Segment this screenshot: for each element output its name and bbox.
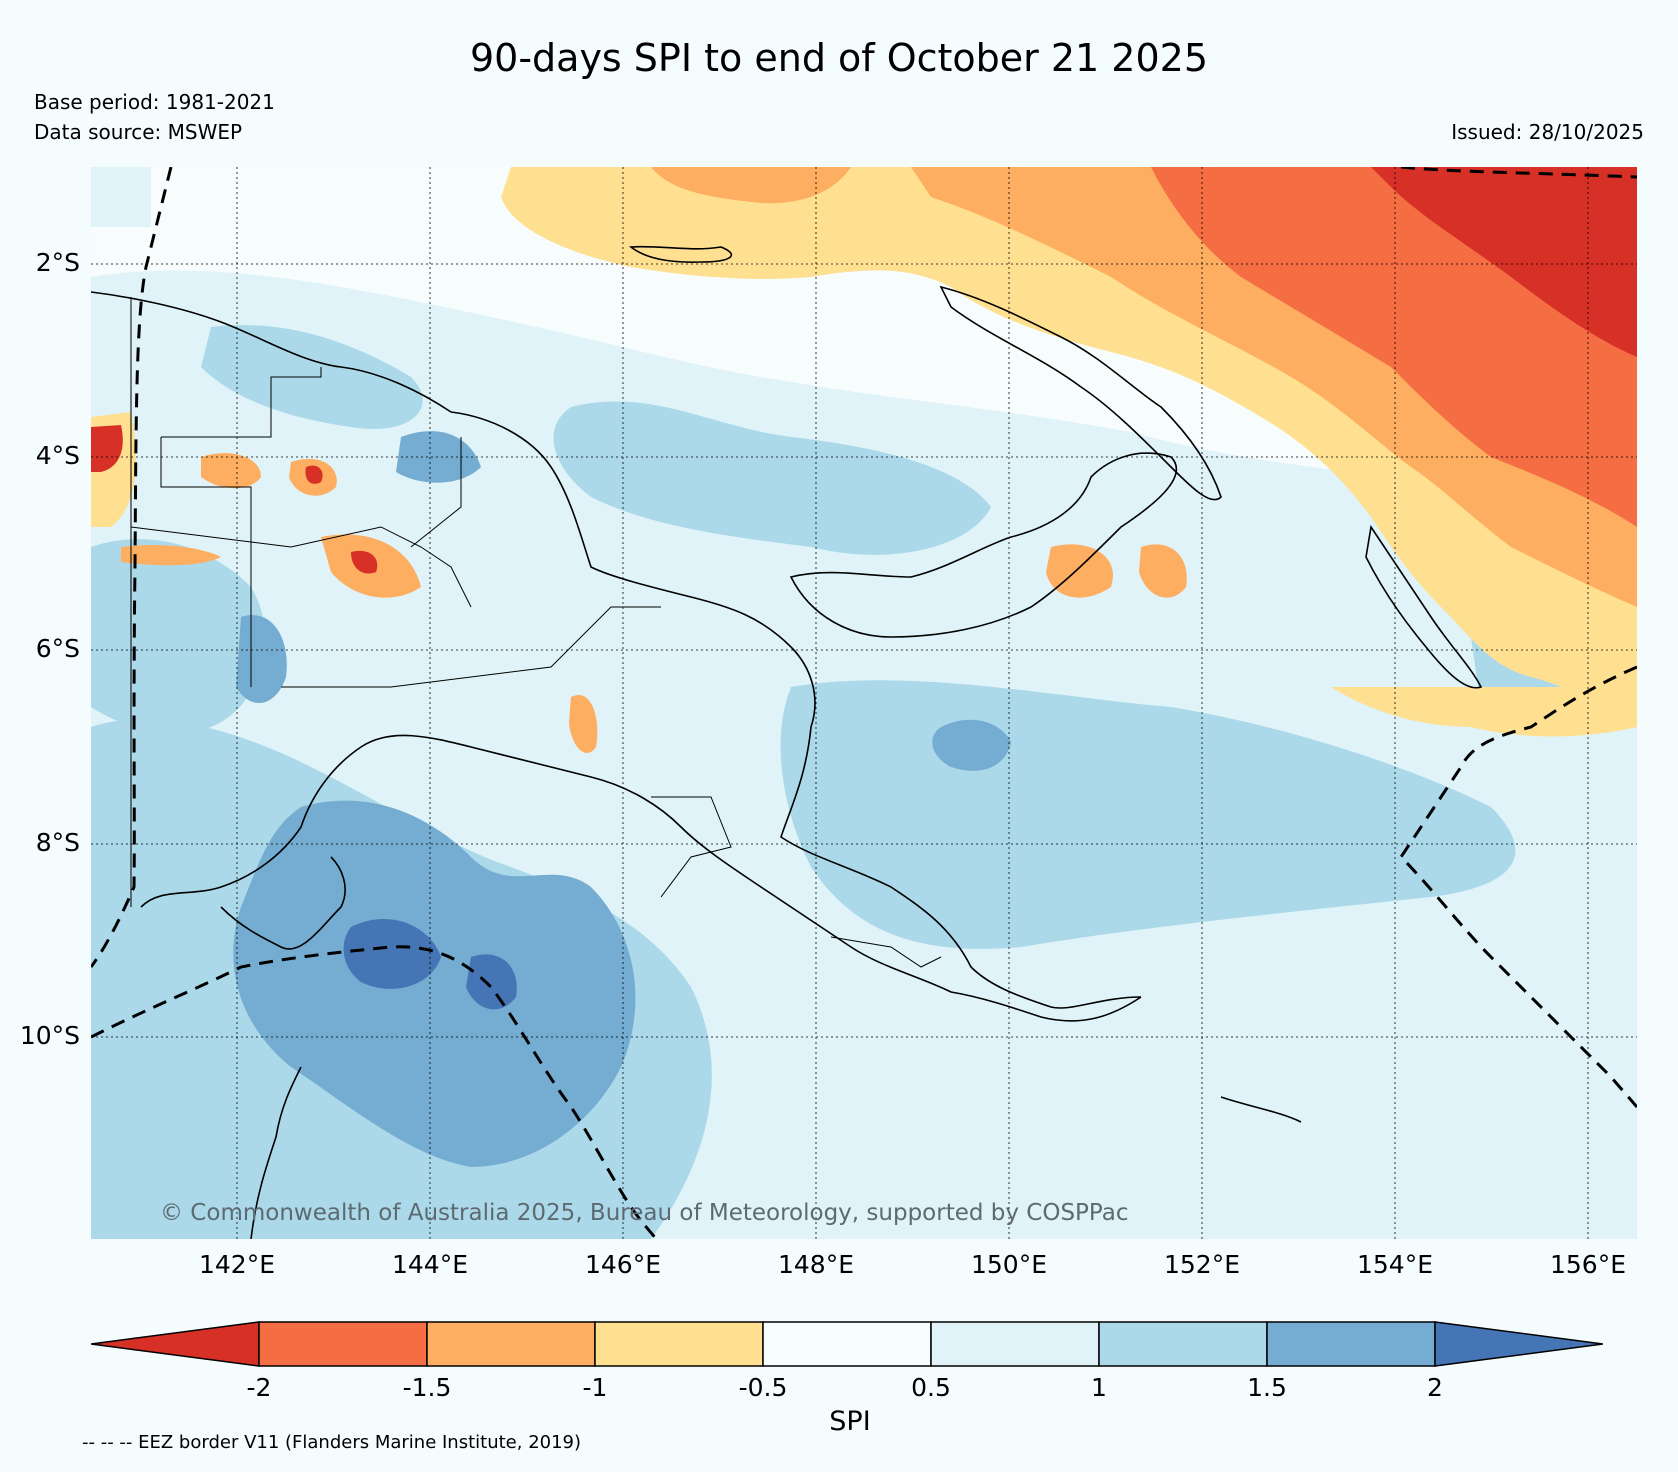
lat-label-10s: 10°S xyxy=(19,1021,80,1050)
spi-region-darkest-2 xyxy=(466,954,517,1010)
spi-patch-9 xyxy=(569,695,598,753)
spi-patch-8 xyxy=(121,545,221,566)
spi-patch-7 xyxy=(351,550,378,574)
lon-label-152e: 152°E xyxy=(1163,1250,1240,1279)
data-source: Data source: MSWEP xyxy=(34,120,243,144)
colorbar-segment xyxy=(258,1321,428,1367)
eez-footnote: -- -- -- EEZ border V11 (Flanders Marine… xyxy=(82,1432,582,1453)
lon-label-144e: 144°E xyxy=(391,1250,468,1279)
spi-region-darkest xyxy=(343,918,441,989)
colorbar-extend-low xyxy=(91,1321,260,1367)
map-title: 90-days SPI to end of October 21 2025 xyxy=(469,36,1209,80)
lon-label-142e: 142°E xyxy=(198,1250,275,1279)
manus-coast xyxy=(628,245,733,263)
colorbar-segment xyxy=(762,1321,932,1367)
spi-region-dark-south xyxy=(233,800,636,1167)
colorbar-extend-high xyxy=(1434,1321,1603,1367)
colorbar-tick: 2 xyxy=(1427,1373,1443,1402)
coastlines xyxy=(91,245,1483,1239)
colorbar-segment xyxy=(1266,1321,1436,1367)
copyright-notice: © Commonwealth of Australia 2025, Bureau… xyxy=(160,1200,1129,1226)
spi-region-dark-central xyxy=(396,431,481,483)
bougainville-coast xyxy=(1365,524,1483,689)
spi-region-dark-east xyxy=(932,719,1011,771)
spi-patch-5 xyxy=(305,465,323,484)
colorbar-segment xyxy=(594,1321,764,1367)
colorbar-tick: 0.5 xyxy=(911,1373,951,1402)
lat-label-2s: 2°S xyxy=(35,248,80,277)
lat-label-8s: 8°S xyxy=(35,828,80,857)
colorbar-tick: -1.5 xyxy=(402,1373,452,1402)
cape-york-coast xyxy=(250,1066,302,1239)
spi-patch-2 xyxy=(91,425,123,472)
colorbar-tick: -2 xyxy=(246,1373,272,1402)
provincial-boundaries xyxy=(130,297,942,968)
graticule xyxy=(91,167,1637,1239)
colorbar-segment xyxy=(930,1321,1100,1367)
spi-region-dry-darkred xyxy=(1371,167,1637,357)
lon-label-148e: 148°E xyxy=(777,1250,854,1279)
base-period: Base period: 1981-2021 xyxy=(34,90,275,114)
issued-date: Issued: 28/10/2025 xyxy=(1451,120,1644,144)
lat-label-4s: 4°S xyxy=(35,441,80,470)
colorbar-segment xyxy=(426,1321,596,1367)
spi-region-mid-central xyxy=(553,401,991,555)
lon-label-156e: 156°E xyxy=(1549,1250,1626,1279)
colorbar-label: SPI xyxy=(829,1406,871,1437)
spi-region-dry-orange-2 xyxy=(651,167,851,204)
lon-label-150e: 150°E xyxy=(970,1250,1047,1279)
louisiade-coast xyxy=(1220,1096,1302,1123)
lon-label-146e: 146°E xyxy=(584,1250,661,1279)
new-guinea-north-coast xyxy=(91,291,1142,1009)
spi-patch-11 xyxy=(1139,544,1187,598)
colorbar-tick: -1 xyxy=(582,1373,608,1402)
spi-patch-10 xyxy=(1191,687,1637,737)
lon-label-154e: 154°E xyxy=(1356,1250,1433,1279)
new-ireland-coast xyxy=(939,285,1222,501)
spi-map xyxy=(91,167,1637,1239)
colorbar-tick: 1.5 xyxy=(1247,1373,1287,1402)
spi-patch-3 xyxy=(201,453,261,489)
spi-colorbar xyxy=(91,1321,1603,1367)
torres-strait-coast xyxy=(220,856,346,950)
colorbar-segment xyxy=(1098,1321,1268,1367)
eez-borders xyxy=(91,167,1637,1239)
spi-patch-12 xyxy=(1046,544,1113,598)
new-britain-coast xyxy=(789,452,1178,638)
spi-region-light-top xyxy=(91,167,151,227)
new-guinea-south-coast xyxy=(140,734,1142,1022)
spi-region-dark-west xyxy=(236,615,287,704)
colorbar-tick: 1 xyxy=(1091,1373,1107,1402)
lat-label-6s: 6°S xyxy=(35,634,80,663)
colorbar-tick: -0.5 xyxy=(738,1373,788,1402)
